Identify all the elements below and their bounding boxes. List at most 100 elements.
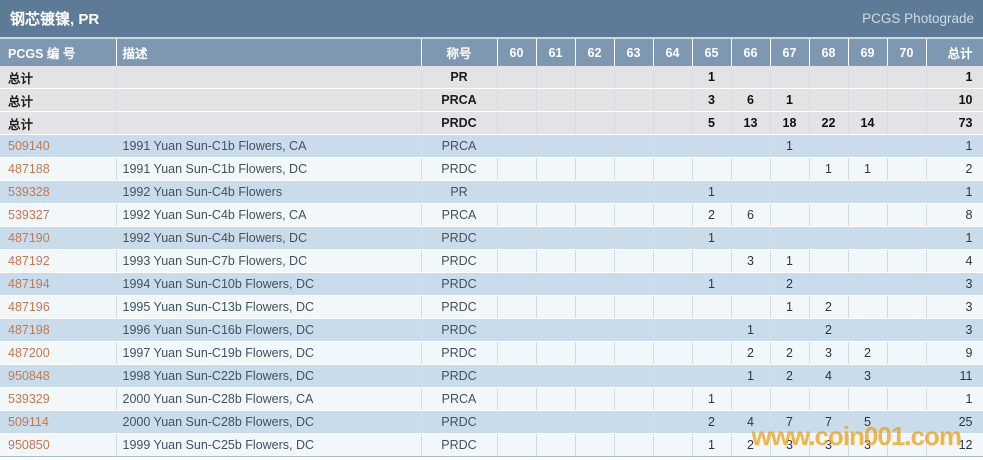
- grade-cell-69: 2: [848, 341, 888, 365]
- page-title: 钢芯镀镍, PR: [10, 11, 100, 28]
- designation-cell: PRDC: [421, 249, 498, 273]
- grade-cell-69: [848, 134, 888, 158]
- description-cell: 1995 Yuan Sun-C13b Flowers, DC: [116, 295, 422, 319]
- grade-cell-60: [497, 134, 537, 158]
- table-row: 509140 1991 Yuan Sun-C1b Flowers, CA PRCA 1…: [0, 134, 983, 158]
- grade-cell-69: 3: [848, 433, 888, 457]
- description-cell: 2000 Yuan Sun-C28b Flowers, CA: [116, 387, 422, 411]
- pcgs-number-link[interactable]: 539329: [0, 387, 117, 411]
- grade-cell-66: [731, 66, 771, 89]
- designation-cell: PR: [421, 180, 498, 204]
- grade-cell-70: [887, 364, 927, 388]
- column-header-grade-70: 70: [887, 37, 927, 66]
- grade-cell-69: [848, 66, 888, 89]
- grade-cell-63: [614, 226, 654, 250]
- pcgs-number-link[interactable]: 950850: [0, 433, 117, 457]
- grade-cell-67: 18: [770, 111, 810, 135]
- grade-cell-65: 5: [692, 111, 732, 135]
- summary-total-label: 总计: [0, 66, 117, 89]
- pcgs-number-link[interactable]: 487194: [0, 272, 117, 296]
- pcgs-number-link[interactable]: 539328: [0, 180, 117, 204]
- grade-cell-64: [653, 203, 693, 227]
- grade-cell-62: [575, 364, 615, 388]
- pcgs-number-link[interactable]: 487192: [0, 249, 117, 273]
- column-header-grade-67: 67: [770, 37, 810, 66]
- column-header-grade-68: 68: [809, 37, 849, 66]
- description-cell: 1992 Yuan Sun-C4b Flowers, CA: [116, 203, 422, 227]
- grade-cell-67: [770, 203, 810, 227]
- pcgs-number-link[interactable]: 487188: [0, 157, 117, 181]
- designation-cell: PRDC: [421, 157, 498, 181]
- grade-cell-63: [614, 157, 654, 181]
- grade-cell-60: [497, 88, 537, 112]
- summary-row-pr: 总计 PR 1 1: [0, 66, 983, 89]
- grade-cell-61: [536, 88, 576, 112]
- grade-cell-68: [809, 272, 849, 296]
- grade-cell-66: 1: [731, 318, 771, 342]
- table-row: 539328 1992 Yuan Sun-C4b Flowers PR 1 1: [0, 180, 983, 204]
- total-cell: 1: [926, 66, 983, 89]
- header-row: PCGS 编 号描述 称号 60 61 62 63 64 65 66 67 68 69 70 总计: [0, 37, 983, 66]
- description-cell: 1996 Yuan Sun-C16b Flowers, DC: [116, 318, 422, 342]
- grade-cell-60: [497, 341, 537, 365]
- grade-cell-65: 1: [692, 226, 732, 250]
- grade-cell-68: 3: [809, 341, 849, 365]
- column-header-pcgs-number: PCGS 编 号: [0, 37, 117, 66]
- grade-cell-68: [809, 88, 849, 112]
- grade-cell-65: 2: [692, 410, 732, 434]
- grade-cell-65: 1: [692, 433, 732, 457]
- designation-cell: PRCA: [421, 387, 498, 411]
- grade-cell-60: [497, 433, 537, 457]
- column-header-designation: 称号: [421, 37, 498, 66]
- grade-cell-66: 4: [731, 410, 771, 434]
- pcgs-number-link[interactable]: 950848: [0, 364, 117, 388]
- grade-cell-60: [497, 180, 537, 204]
- grade-cell-60: [497, 295, 537, 319]
- grade-cell-69: [848, 180, 888, 204]
- grade-cell-60: [497, 66, 537, 89]
- grade-cell-62: [575, 203, 615, 227]
- grade-cell-68: 3: [809, 433, 849, 457]
- grade-cell-61: [536, 134, 576, 158]
- grade-cell-68: [809, 226, 849, 250]
- designation-cell: PR: [421, 66, 498, 89]
- grade-cell-65: 1: [692, 387, 732, 411]
- grade-cell-65: [692, 341, 732, 365]
- description-cell: [116, 88, 422, 112]
- table-row: 950848 1998 Yuan Sun-C22b Flowers, DC PRDC…: [0, 364, 983, 388]
- grade-cell-63: [614, 364, 654, 388]
- grade-cell-64: [653, 433, 693, 457]
- column-header-grade-60: 60: [497, 37, 537, 66]
- pcgs-number-link[interactable]: 539327: [0, 203, 117, 227]
- total-cell: 4: [926, 249, 983, 273]
- grade-cell-70: [887, 318, 927, 342]
- grade-cell-61: [536, 364, 576, 388]
- grade-cell-61: [536, 387, 576, 411]
- grade-cell-67: 2: [770, 272, 810, 296]
- designation-cell: PRDC: [421, 272, 498, 296]
- description-cell: 1992 Yuan Sun-C4b Flowers, DC: [116, 226, 422, 250]
- column-header-grade-61: 61: [536, 37, 576, 66]
- pcgs-number-link[interactable]: 487196: [0, 295, 117, 319]
- grade-cell-66: 2: [731, 433, 771, 457]
- grade-cell-66: [731, 157, 771, 181]
- grade-cell-70: [887, 249, 927, 273]
- pcgs-number-link[interactable]: 509140: [0, 134, 117, 158]
- pcgs-number-link[interactable]: 487198: [0, 318, 117, 342]
- grade-cell-67: 2: [770, 341, 810, 365]
- description-cell: 1999 Yuan Sun-C25b Flowers, DC: [116, 433, 422, 457]
- pcgs-number-link[interactable]: 487190: [0, 226, 117, 250]
- designation-cell: PRDC: [421, 364, 498, 388]
- grade-cell-63: [614, 318, 654, 342]
- column-header-grade-64: 64: [653, 37, 693, 66]
- grade-cell-65: [692, 157, 732, 181]
- grade-cell-69: [848, 387, 888, 411]
- grade-cell-63: [614, 180, 654, 204]
- grade-cell-65: 1: [692, 180, 732, 204]
- grade-cell-60: [497, 364, 537, 388]
- grade-cell-68: [809, 134, 849, 158]
- pcgs-number-link[interactable]: 509114: [0, 410, 117, 434]
- grade-cell-63: [614, 295, 654, 319]
- pcgs-number-link[interactable]: 487200: [0, 341, 117, 365]
